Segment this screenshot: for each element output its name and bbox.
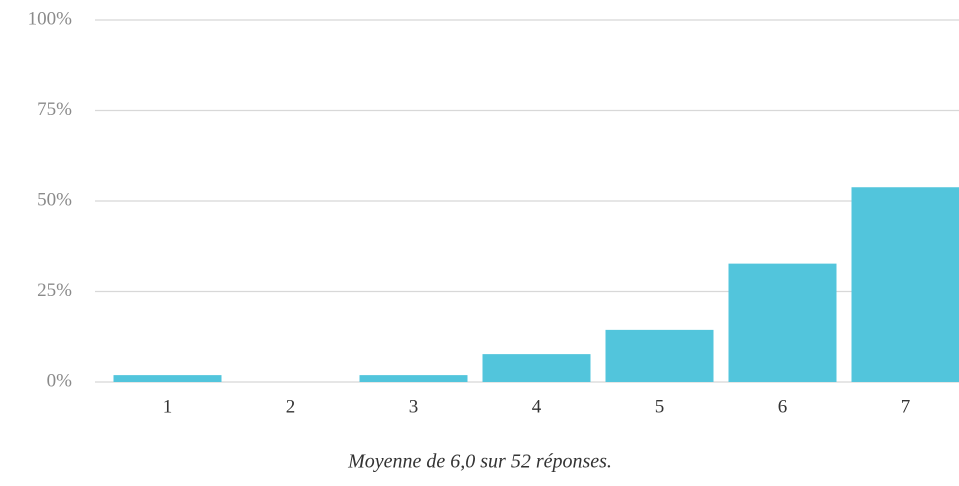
y-tick-label: 25% — [37, 280, 72, 301]
x-tick-label: 2 — [286, 396, 296, 417]
x-tick-label: 6 — [778, 396, 788, 417]
bar — [359, 375, 468, 382]
summary: Moyenne de 6,0 sur 52 réponses. — [347, 451, 612, 473]
bar — [851, 187, 959, 382]
y-tick-label: 0% — [47, 370, 73, 391]
x-tick-label: 1 — [163, 396, 173, 417]
x-tick-label: 4 — [532, 396, 542, 417]
bar — [728, 263, 837, 382]
x-tick-label: 7 — [901, 396, 911, 417]
x-tick-label: 5 — [655, 396, 665, 417]
bar — [605, 329, 714, 382]
bar — [482, 354, 591, 382]
y-tick-label: 75% — [37, 99, 72, 120]
bar — [113, 375, 222, 382]
x-tick-label: 3 — [409, 396, 419, 417]
y-tick-label: 50% — [37, 189, 72, 210]
y-tick-label: 100% — [28, 8, 73, 29]
